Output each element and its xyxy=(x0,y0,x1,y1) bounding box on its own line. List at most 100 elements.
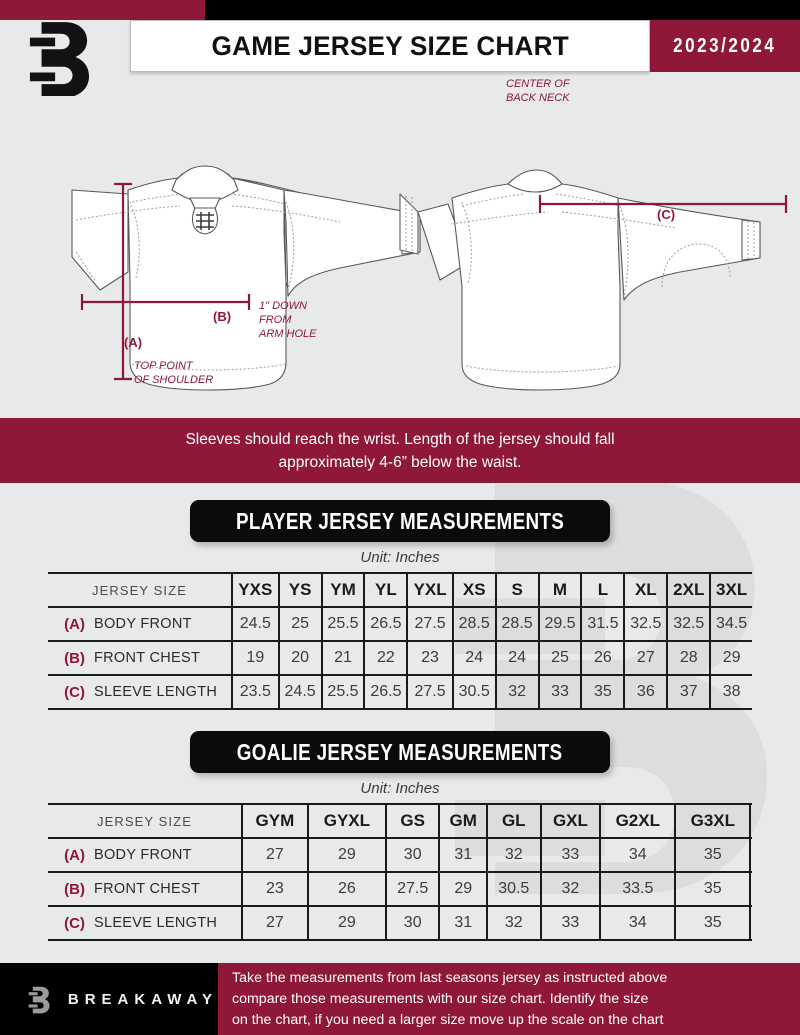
measurement-cell: 27 xyxy=(624,640,669,675)
season-label: 2023/2024 xyxy=(673,34,777,57)
callout-b-text-3: ARM HOLE xyxy=(258,328,317,340)
measurement-cell: 35 xyxy=(675,871,752,906)
row-callout-code: (A) xyxy=(48,837,90,872)
table-row: (B) FRONT CHEST 23 26 27.5 29 30.5 32 33.5 35 xyxy=(48,871,752,906)
measurement-cell: 27.5 xyxy=(407,674,454,710)
goalie-section-title-pill: GOALIE JERSEY MEASUREMENTS xyxy=(190,731,610,773)
measurement-cell: 22 xyxy=(364,640,409,675)
measurement-cell: 28 xyxy=(667,640,712,675)
column-header-size: GM xyxy=(439,803,488,839)
jersey-illustration: .ln{fill:#fff;stroke:#58595b;stroke-widt… xyxy=(71,78,788,391)
callout-b-text-2: FROM xyxy=(259,314,292,326)
row-measurement-name: BODY FRONT xyxy=(90,606,233,641)
player-table-body: (A) BODY FRONT 24.5 25 25.5 26.5 27.5 28.5 28.5 2… xyxy=(48,606,752,710)
callout-b-label: (B) xyxy=(213,309,231,324)
column-header-size: YXS xyxy=(232,572,280,608)
column-header-size: XL xyxy=(624,572,669,608)
column-header-size: 3XL xyxy=(710,572,752,608)
measurement-cell: 26 xyxy=(581,640,626,675)
column-header-size: GYXL xyxy=(307,803,387,839)
measurement-cell: 20 xyxy=(278,640,323,675)
measurement-cell: 38 xyxy=(710,674,752,710)
goalie-table-header-row: JERSEY SIZE GYM GYXL GS GM GL GXL G2XL G3XL xyxy=(48,803,752,839)
column-header-size: XS xyxy=(452,572,497,608)
measurement-cell: 26.5 xyxy=(364,674,409,710)
measurement-cell: 19 xyxy=(232,640,280,675)
callout-a-label: (A) xyxy=(124,335,142,350)
measurement-cell: 31 xyxy=(439,905,488,941)
measurement-cell: 26 xyxy=(307,871,387,906)
column-header-size: G3XL xyxy=(675,803,752,839)
table-row: (A) BODY FRONT 24.5 25 25.5 26.5 27.5 28.5 28.5 2… xyxy=(48,606,752,641)
measurement-cell: 24 xyxy=(452,640,497,675)
measurement-cell: 26.5 xyxy=(364,606,409,641)
measurement-cell: 32 xyxy=(495,674,540,710)
measurement-cell: 30 xyxy=(385,905,441,941)
page-title-plate: GAME JERSEY SIZE CHART xyxy=(130,20,650,72)
measurement-cell: 32.5 xyxy=(667,606,712,641)
row-measurement-name: FRONT CHEST xyxy=(90,871,243,906)
player-measurements-table: JERSEY SIZE YXS YS YM YL YXL XS S M L XL 2XL 3XL (A)… xyxy=(48,572,752,710)
player-section-title: PLAYER JERSEY MEASUREMENTS xyxy=(235,507,565,534)
goalie-table: JERSEY SIZE GYM GYXL GS GM GL GXL G2XL G3XL (A) B… xyxy=(48,803,752,941)
row-callout-code: (C) xyxy=(48,905,90,941)
measurement-cell: 21 xyxy=(321,640,366,675)
row-measurement-name: BODY FRONT xyxy=(90,837,243,872)
measurement-cell: 37 xyxy=(667,674,712,710)
footer-note-line-2: compare those measurements with our size… xyxy=(232,990,649,1007)
goalie-table-body: (A) BODY FRONT 27 29 30 31 32 33 34 35 (B) FRONT CH… xyxy=(48,837,752,941)
measurement-cell: 35 xyxy=(675,837,752,872)
column-header-size: G2XL xyxy=(600,803,677,839)
measurement-cell: 32.5 xyxy=(624,606,669,641)
table-row: (C) SLEEVE LENGTH 23.5 24.5 25.5 26.5 27.5 30.5… xyxy=(48,674,752,710)
measurement-cell: 31 xyxy=(439,837,488,872)
table-row: (B) FRONT CHEST 19 20 21 22 23 24 24 25 26 27 28 29 xyxy=(48,640,752,675)
measurement-cell: 28.5 xyxy=(452,606,497,641)
table-row: (C) SLEEVE LENGTH 27 29 30 31 32 33 34 35 xyxy=(48,905,752,941)
measurement-cell xyxy=(750,905,752,941)
measurement-cell: 27 xyxy=(242,837,309,872)
page-header: GAME JERSEY SIZE CHART 2023/2024 xyxy=(0,20,800,96)
measurement-cell: 32 xyxy=(540,871,602,906)
callout-a-text-2: OF SHOULDER xyxy=(134,374,213,386)
measurement-cell: 27.5 xyxy=(407,606,454,641)
player-table-header-row: JERSEY SIZE YXS YS YM YL YXL XS S M L XL 2XL 3XL xyxy=(48,572,752,608)
measurement-cell: 23 xyxy=(242,871,309,906)
row-callout-code: (B) xyxy=(48,640,90,675)
column-header-size: GYM xyxy=(242,803,309,839)
column-header-size: GS xyxy=(385,803,441,839)
goalie-measurements-table: JERSEY SIZE GYM GYXL GS GM GL GXL G2XL G3XL (A) B… xyxy=(48,803,752,941)
measurement-cell: 35 xyxy=(675,905,752,941)
footer-brand-name: BREAKAWAY xyxy=(67,990,218,1008)
row-callout-code: (A) xyxy=(48,606,90,641)
jersey-back-view: (C) CENTER OF BACK NECK xyxy=(399,78,788,391)
callout-a-text-1: TOP POINT xyxy=(134,360,194,372)
measurement-cell: 34.5 xyxy=(710,606,752,641)
player-section-title-pill: PLAYER JERSEY MEASUREMENTS xyxy=(190,500,610,542)
measurement-cell: 34 xyxy=(600,837,677,872)
back-neck-text-1: CENTER OF xyxy=(506,78,571,90)
row-callout-code: (C) xyxy=(48,674,90,710)
column-header-size: M xyxy=(538,572,583,608)
column-header-size: L xyxy=(581,572,626,608)
measurement-cell: 31.5 xyxy=(581,606,626,641)
fit-note-band: Sleeves should reach the wrist. Length o… xyxy=(0,418,800,483)
measurement-cell: 24.5 xyxy=(232,606,280,641)
measurement-cell: 30.5 xyxy=(486,871,542,906)
row-measurement-name: SLEEVE LENGTH xyxy=(90,674,233,710)
back-neck-text-2: BACK NECK xyxy=(506,92,570,104)
fit-note-line-1: Sleeves should reach the wrist. Length o… xyxy=(185,430,615,448)
top-accent-bar-maroon xyxy=(0,0,205,20)
measurement-cell: 29 xyxy=(439,871,488,906)
footer-note-line-1: Take the measurements from last seasons … xyxy=(232,969,668,986)
measurement-cell: 28.5 xyxy=(495,606,540,641)
column-header-size: YL xyxy=(364,572,409,608)
callout-c-label: (C) xyxy=(657,207,675,222)
column-header-size: YM xyxy=(321,572,366,608)
measurement-cell: 29 xyxy=(710,640,752,675)
fit-note-line-2: approximately 4-6” below the waist. xyxy=(278,453,522,471)
measurement-cell: 23.5 xyxy=(232,674,280,710)
page-footer: BREAKAWAY Take the measurements from las… xyxy=(0,963,800,1035)
column-header-size: YS xyxy=(278,572,323,608)
